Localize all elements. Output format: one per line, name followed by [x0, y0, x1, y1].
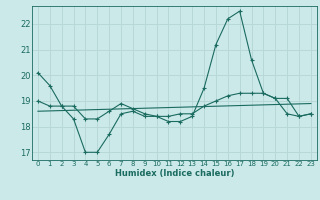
- X-axis label: Humidex (Indice chaleur): Humidex (Indice chaleur): [115, 169, 234, 178]
